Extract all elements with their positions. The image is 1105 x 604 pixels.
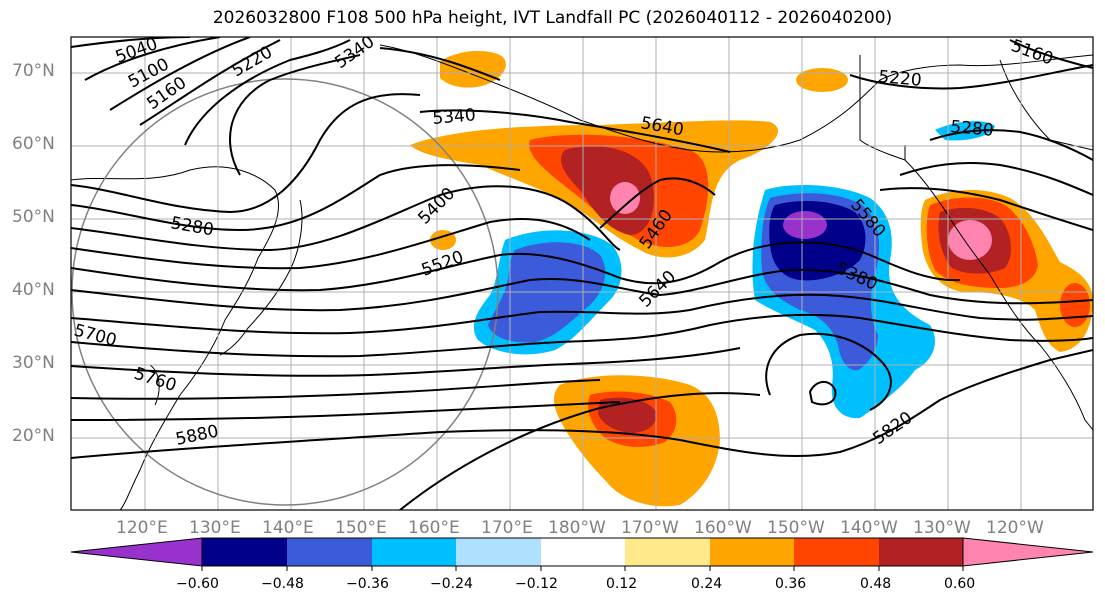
lon-label: 170°W bbox=[621, 518, 679, 538]
lon-label: 160°E bbox=[408, 518, 460, 538]
lat-label: 50°N bbox=[12, 207, 55, 227]
colorbar-tick-label: −0.12 bbox=[515, 576, 558, 592]
map-title: 2026032800 F108 500 hPa height, IVT Land… bbox=[212, 8, 893, 28]
colorbar-bin bbox=[456, 538, 541, 566]
colorbar-high-extension bbox=[962, 537, 1094, 567]
colorbar-bin bbox=[625, 538, 710, 566]
lat-label: 70°N bbox=[12, 61, 55, 81]
coastlines bbox=[71, 44, 1093, 510]
contour-label: 5340 bbox=[432, 105, 477, 129]
contour-label: 5280 bbox=[950, 117, 995, 141]
colorbar-tick-label: 0.36 bbox=[775, 576, 807, 592]
lon-label: 150°E bbox=[335, 518, 387, 538]
lon-label: 160°W bbox=[694, 518, 752, 538]
colorbar bbox=[70, 537, 1094, 571]
colorbar-bin bbox=[879, 538, 963, 566]
lon-label: 150°W bbox=[767, 518, 825, 538]
lon-label: 120°E bbox=[116, 518, 168, 538]
colorbar-bin bbox=[287, 538, 372, 566]
distance-circle bbox=[71, 78, 499, 506]
colorbar-tick-label: 0.12 bbox=[606, 576, 638, 592]
colorbar-tick-label: 0.60 bbox=[944, 576, 976, 592]
lat-label: 20°N bbox=[12, 426, 55, 446]
height-contours bbox=[71, 37, 1093, 510]
lon-label: 130°E bbox=[189, 518, 241, 538]
lon-label: 140°W bbox=[840, 518, 898, 538]
colorbar-tick-label: −0.24 bbox=[430, 576, 473, 592]
lon-label: 180°W bbox=[548, 518, 606, 538]
lon-label: 140°E bbox=[262, 518, 314, 538]
colorbar-bin bbox=[372, 538, 456, 566]
map-panel: 5040 5100 5160 5220 5340 5340 5280 5400 … bbox=[71, 37, 1093, 510]
colorbar-tick-label: 0.48 bbox=[860, 576, 892, 592]
colorbar-bin bbox=[710, 538, 794, 566]
gridlines bbox=[71, 37, 1093, 510]
lon-label: 120°W bbox=[986, 518, 1044, 538]
lon-label: 170°E bbox=[481, 518, 533, 538]
lon-label: 130°W bbox=[913, 518, 971, 538]
lat-label: 40°N bbox=[12, 280, 55, 300]
colorbar-tick-label: −0.48 bbox=[261, 576, 304, 592]
colorbar-tick-label: −0.36 bbox=[346, 576, 389, 592]
colorbar-bin bbox=[202, 538, 287, 566]
colorbar-bin bbox=[541, 538, 625, 566]
lat-label: 60°N bbox=[12, 134, 55, 154]
colorbar-tick-label: −0.60 bbox=[176, 576, 219, 592]
contour-label: 5220 bbox=[878, 67, 923, 91]
colorbar-tick-label: 0.24 bbox=[691, 576, 723, 592]
lat-label: 30°N bbox=[12, 353, 55, 373]
map-frame bbox=[70, 36, 1094, 511]
colorbar-bin bbox=[794, 538, 879, 566]
colorbar-low-extension bbox=[70, 537, 203, 567]
